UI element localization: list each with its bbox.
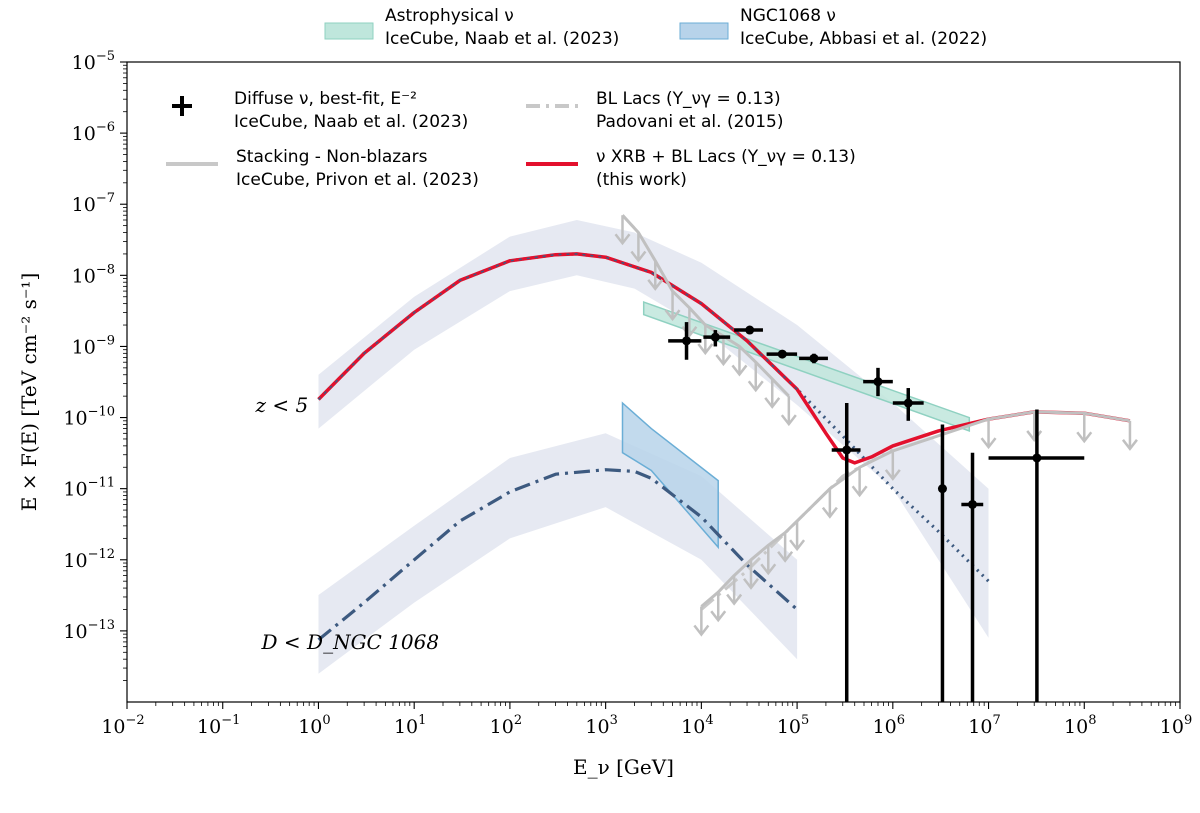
data-point-0 — [682, 336, 692, 346]
data-point-3 — [777, 349, 787, 359]
x-tick-label-9: 107 — [968, 713, 1000, 738]
y-axis-label: E × F(E) [TeV cm⁻² s⁻¹] — [17, 273, 41, 511]
legend-top-swatch-0 — [324, 22, 374, 40]
x-axis-label: E_ν [GeV] — [573, 755, 674, 779]
legend-inner-line1-3: ν XRB + BL Lacs (Y_νγ = 0.13) — [596, 147, 856, 167]
data-point-5 — [842, 445, 852, 455]
data-point-10 — [1032, 453, 1042, 463]
axes-layer: 10−2 10−1 100 101 102 103 104 105 106 107 108 109 10… — [17, 49, 1192, 779]
upper-limit-arrow-8-4 — [681, 325, 698, 338]
upper-limit-arrow-9-6 — [789, 539, 806, 552]
annotation-z: z < 5 — [255, 393, 309, 417]
upper-limit-arrow-9-8 — [851, 485, 868, 498]
legend-inner-line2-3: (this work) — [596, 170, 687, 190]
legend-top-line1-0: Astrophysical ν — [385, 6, 514, 26]
legend-inner-line1-0: Diffuse ν, best-fit, E⁻² — [234, 89, 417, 109]
y-tick-label-3: 10−10 — [63, 405, 115, 430]
legend-layer: Astrophysical ν IceCube, Naab et al. (202… — [166, 6, 987, 190]
y-tick-label-8: 10−5 — [72, 49, 115, 74]
y-tick-label-0: 10−13 — [63, 618, 115, 643]
upper-limit-arrow-9-11 — [1026, 430, 1043, 442]
x-tick-label-0: 10−2 — [101, 713, 144, 738]
legend-inner-line2-0: IceCube, Naab et al. (2023) — [234, 112, 468, 132]
upper-limit-arrow-9-5 — [777, 550, 794, 563]
upper-limit-arrow-9-12 — [1076, 431, 1093, 444]
upper-limit-arrow-9-10 — [980, 437, 997, 450]
upper-limit-line-9 — [700, 410, 1131, 608]
upper-limit-arrow-8-10 — [780, 414, 797, 427]
upper-limit-arrow-8-6 — [715, 354, 732, 367]
upper-limit-arrow-9-2 — [726, 593, 743, 606]
upper-limit-arrow-8-7 — [731, 364, 748, 377]
x-tick-label-1: 10−1 — [197, 713, 240, 738]
upper-limit-arrow-8-9 — [764, 397, 781, 409]
series-line-6 — [317, 468, 799, 642]
x-tick-label-2: 100 — [298, 713, 330, 738]
annotations-layer: z < 5 D < D_NGC 1068 — [255, 393, 440, 654]
upper-limit-arrow-8-1 — [630, 250, 647, 263]
upper-limit-arrow-9-1 — [710, 610, 727, 623]
y-tick-label-7: 10−6 — [72, 120, 115, 145]
data-point-6 — [873, 377, 883, 387]
band-2 — [642, 301, 971, 432]
upper-limit-arrow-9-9 — [884, 469, 901, 481]
x-tick-label-4: 102 — [490, 713, 522, 738]
legend-inner-line2-1: IceCube, Privon et al. (2023) — [236, 170, 479, 190]
y-tick-label-6: 10−7 — [72, 191, 115, 216]
upper-limit-arrow-8-2 — [647, 279, 664, 291]
x-tick-label-6: 104 — [681, 713, 713, 738]
y-tick-label-1: 10−12 — [63, 547, 115, 572]
x-tick-label-8: 106 — [873, 713, 905, 738]
legend-top-line2-0: IceCube, Naab et al. (2023) — [385, 29, 619, 49]
upper-limit-arrow-8-3 — [664, 309, 681, 322]
legend-inner-line1-2: BL Lacs (Y_νγ = 0.13) — [596, 89, 781, 109]
x-tick-label-7: 105 — [777, 713, 809, 738]
x-tick-label-5: 103 — [585, 713, 617, 738]
data-point-1 — [710, 332, 720, 342]
legend-top-line1-1: NGC1068 ν — [740, 6, 836, 26]
upper-limit-arrow-9-0 — [693, 624, 710, 637]
y-tick-label-5: 10−8 — [72, 262, 115, 287]
upper-limit-line-8 — [621, 214, 790, 398]
plot-frame — [126, 61, 1181, 703]
x-tick-label-11: 109 — [1160, 713, 1192, 738]
y-tick-label-2: 10−11 — [63, 476, 115, 501]
x-tick-label-3: 101 — [394, 713, 426, 738]
data-point-7 — [903, 398, 913, 408]
upper-limit-arrow-9-7 — [821, 506, 838, 519]
upper-limit-arrow-9-4 — [760, 563, 777, 576]
legend-top-line2-1: IceCube, Abbasi et al. (2022) — [740, 29, 987, 49]
data-point-4 — [809, 353, 819, 363]
upper-limit-arrow-9-3 — [743, 578, 759, 590]
data-point-9 — [968, 499, 978, 509]
data-point-8 — [937, 484, 947, 494]
plot-area — [127, 62, 1180, 702]
upper-limit-arrow-9-13 — [1121, 439, 1138, 451]
errorbars-layer — [668, 322, 1085, 702]
legend-inner-line1-1: Stacking - Non-blazars — [236, 147, 428, 167]
band-0 — [318, 220, 989, 638]
upper-limits-layer — [614, 214, 1138, 637]
x-tick-label-10: 108 — [1064, 713, 1096, 738]
legend-inner-line2-2: Padovani et al. (2015) — [596, 112, 783, 132]
data-point-2 — [745, 325, 755, 335]
upper-limit-arrow-8-8 — [747, 380, 764, 393]
y-tick-label-4: 10−9 — [72, 333, 115, 358]
upper-limit-arrow-8-0 — [614, 233, 631, 246]
legend-top-swatch-1 — [679, 22, 729, 40]
upper-limit-arrow-8-5 — [697, 343, 714, 356]
annotation-distance: D < D_NGC 1068 — [261, 630, 440, 654]
